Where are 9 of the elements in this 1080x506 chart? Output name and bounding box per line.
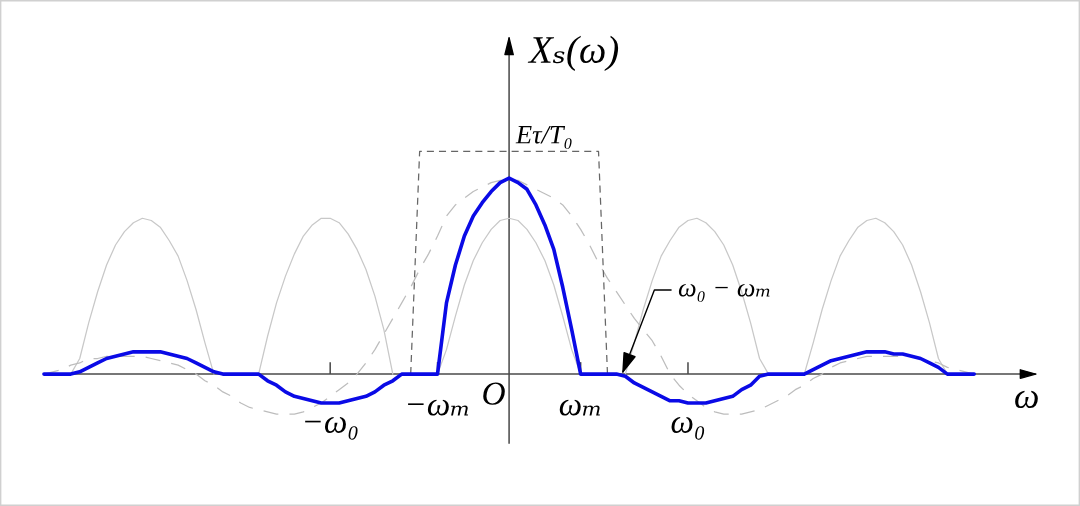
annotation: O [483, 382, 505, 405]
x-tick-label: −ω₀ [305, 417, 358, 440]
x-tick-label: −ωₘ [408, 399, 469, 416]
x-axis-title: ω [1015, 390, 1038, 409]
annotation: ω₀ − ωₘ [678, 283, 770, 302]
x-tick-label: ω₀ [671, 417, 705, 440]
text: Eτ/T₀ [515, 125, 572, 149]
x-tick-label: ωₘ [559, 399, 600, 416]
y-axis-title: Xₛ(ω) [527, 35, 619, 71]
